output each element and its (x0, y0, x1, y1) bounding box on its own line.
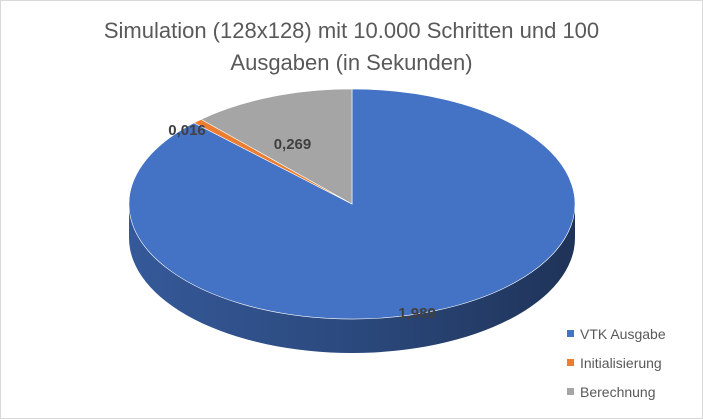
legend-swatch-berechnung (567, 388, 574, 395)
legend: VTK Ausgabe Initialisierung Berechnung (567, 319, 666, 406)
legend-item-vtk-ausgabe: VTK Ausgabe (567, 319, 666, 348)
pie-depth-group (129, 204, 575, 353)
data-label-vtk-ausgabe: 1,989 (398, 305, 436, 322)
pie-slice-berechnung (200, 88, 353, 205)
chart-title: Simulation (128x128) mit 10.000 Schritte… (1, 15, 702, 79)
legend-label-berechnung: Berechnung (580, 383, 656, 400)
legend-swatch-initialisierung (567, 359, 574, 366)
data-label-initialisierung: 0,016 (168, 122, 206, 139)
pie-side-vtk-ausgabe (129, 204, 575, 353)
pie-slice-vtk-ausgabe (128, 88, 576, 320)
legend-label-initialisierung: Initialisierung (580, 354, 662, 371)
chart-title-line-2: Ausgaben (in Sekunden) (230, 50, 473, 75)
pie-labels-group: 1,989 0,016 0,269 (168, 122, 436, 322)
legend-label-vtk-ausgabe: VTK Ausgabe (580, 325, 666, 342)
pie-top-group (128, 88, 576, 320)
legend-item-berechnung: Berechnung (567, 377, 666, 406)
legend-item-initialisierung: Initialisierung (567, 348, 666, 377)
chart-title-line-1: Simulation (128x128) mit 10.000 Schritte… (103, 18, 600, 43)
data-label-berechnung: 0,269 (274, 136, 312, 153)
legend-swatch-vtk-ausgabe (567, 330, 574, 337)
